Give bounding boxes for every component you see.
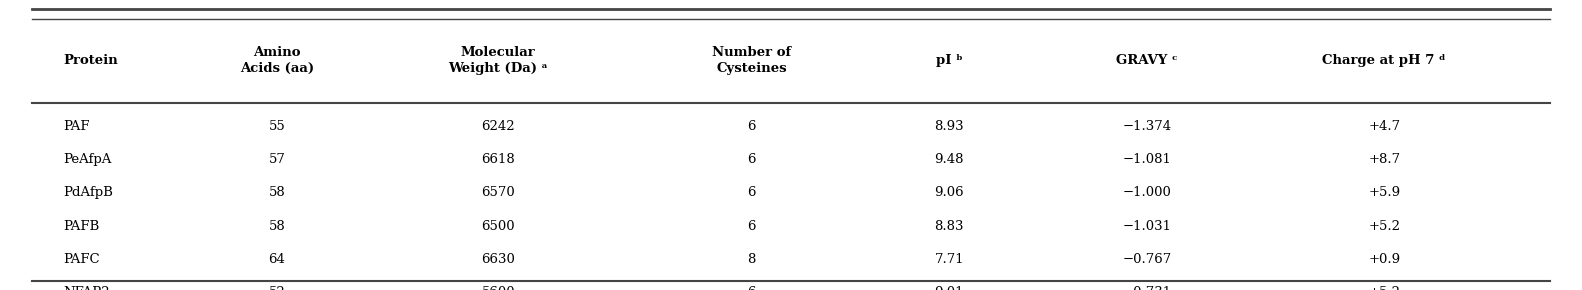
Text: 6618: 6618 [481,153,516,166]
Text: Number of
Cysteines: Number of Cysteines [712,46,791,75]
Text: 9.48: 9.48 [935,153,963,166]
Text: 6630: 6630 [481,253,516,266]
Text: 52: 52 [269,287,285,290]
Text: PAF: PAF [63,120,90,133]
Text: 6242: 6242 [481,120,516,133]
Text: pI ᵇ: pI ᵇ [937,55,962,67]
Text: PeAfpA: PeAfpA [63,153,112,166]
Text: 64: 64 [269,253,285,266]
Text: PdAfpB: PdAfpB [63,186,114,199]
Text: +5.9: +5.9 [1368,186,1400,199]
Text: −1.031: −1.031 [1123,220,1171,233]
Text: 9.01: 9.01 [935,287,963,290]
Text: 57: 57 [269,153,285,166]
Text: 6: 6 [747,153,756,166]
Text: +4.7: +4.7 [1368,120,1400,133]
Text: 6: 6 [747,220,756,233]
Text: −0.731: −0.731 [1122,287,1172,290]
Text: 9.06: 9.06 [935,186,963,199]
Text: −1.000: −1.000 [1123,186,1171,199]
Text: 8.93: 8.93 [935,120,963,133]
Text: +0.9: +0.9 [1368,253,1400,266]
Text: GRAVY ᶜ: GRAVY ᶜ [1117,55,1177,67]
Text: +5.2: +5.2 [1368,220,1400,233]
Text: 6: 6 [747,186,756,199]
Text: 7.71: 7.71 [935,253,963,266]
Text: −1.081: −1.081 [1123,153,1171,166]
Text: 6: 6 [747,287,756,290]
Text: 6: 6 [747,120,756,133]
Text: Molecular
Weight (Da) ᵃ: Molecular Weight (Da) ᵃ [448,46,549,75]
Text: 58: 58 [269,186,285,199]
Text: PAFC: PAFC [63,253,100,266]
Text: 6500: 6500 [481,220,516,233]
Text: Protein: Protein [63,55,119,67]
Text: +5.2: +5.2 [1368,287,1400,290]
Text: 6570: 6570 [481,186,516,199]
Text: PAFB: PAFB [63,220,100,233]
Text: NFAP2: NFAP2 [63,287,109,290]
Text: 8: 8 [747,253,756,266]
Text: −0.767: −0.767 [1122,253,1172,266]
Text: Amino
Acids (aa): Amino Acids (aa) [240,46,313,75]
Text: 5600: 5600 [481,287,516,290]
Text: 8.83: 8.83 [935,220,963,233]
Text: +8.7: +8.7 [1368,153,1400,166]
Text: 58: 58 [269,220,285,233]
Text: Charge at pH 7 ᵈ: Charge at pH 7 ᵈ [1323,55,1446,67]
Text: 55: 55 [269,120,285,133]
Text: −1.374: −1.374 [1122,120,1172,133]
